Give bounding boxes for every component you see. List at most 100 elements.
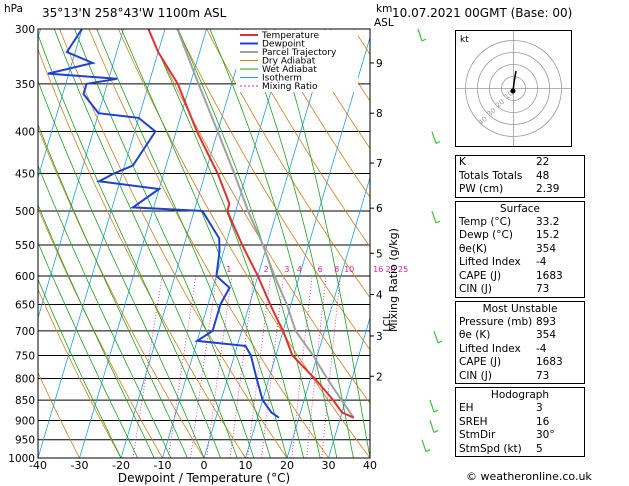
legend-label: Isotherm bbox=[262, 74, 302, 84]
temp-tick-label: -20 bbox=[112, 459, 130, 472]
indices-table: K 22 Totals Totals 48 PW (cm) 2.39 Surface … bbox=[455, 155, 585, 460]
wind-barb-flag bbox=[437, 340, 443, 344]
mixing-ratio-line bbox=[321, 275, 341, 458]
dry-adiabat-line bbox=[38, 288, 122, 458]
index-row: CIN (J) 73 bbox=[459, 369, 550, 382]
section-title: Surface bbox=[499, 202, 540, 215]
temp-tick-label: -10 bbox=[154, 459, 172, 472]
mixing-ratio-line bbox=[229, 275, 255, 458]
index-row: Dewp (°C) 15.2 bbox=[459, 229, 560, 241]
dry-adiabat-line bbox=[59, 29, 288, 458]
isotherm-line bbox=[203, 29, 332, 458]
wet-adiabat-line bbox=[177, 29, 321, 458]
index-row: Temp (°C) 33.2 bbox=[459, 215, 560, 228]
temperature-profile bbox=[147, 29, 355, 419]
isotherm-line bbox=[38, 29, 124, 320]
km-tick-label: 2 bbox=[376, 371, 383, 383]
pressure-tick-label: 450 bbox=[15, 168, 35, 180]
km-axis-unit: km bbox=[376, 3, 392, 15]
dry-adiabat-line bbox=[235, 29, 370, 248]
parcel-trajectory bbox=[176, 29, 355, 419]
pressure-tick-label: 1000 bbox=[8, 453, 35, 465]
wet-adiabat-line bbox=[209, 29, 338, 458]
dewpoint-profile bbox=[47, 29, 280, 419]
temp-tick-label: 0 bbox=[201, 459, 208, 472]
isotherm-line bbox=[245, 36, 370, 458]
wet-adiabat-line bbox=[38, 203, 155, 458]
index-row: SREH 16 bbox=[459, 415, 550, 428]
index-row: CAPE (J) 1683 bbox=[459, 269, 563, 282]
mixing-ratio-label: 3 bbox=[284, 265, 289, 274]
hodograph-storm-motion bbox=[510, 88, 516, 94]
km-tick-label: 6 bbox=[376, 203, 383, 215]
legend-label: Wet Adiabat bbox=[262, 65, 317, 75]
wet-adiabat-line bbox=[74, 29, 255, 458]
index-row: CAPE (J) 1683 bbox=[459, 356, 563, 368]
temp-tick-label: 10 bbox=[239, 459, 253, 472]
datetime-header: 10.07.2021 00GMT (Base: 00) bbox=[392, 6, 573, 20]
km-tick-label: 5 bbox=[376, 248, 383, 260]
index-row: EH 3 bbox=[459, 402, 543, 414]
lcl-label: LCL bbox=[382, 313, 393, 332]
dry-adiabat-line bbox=[265, 29, 370, 198]
km-tick-label: 7 bbox=[376, 158, 383, 170]
mixing-ratio-line bbox=[168, 275, 197, 458]
km-tick-label: 3 bbox=[376, 331, 383, 343]
dry-adiabat-line bbox=[206, 29, 370, 299]
pressure-tick-label: 300 bbox=[15, 24, 35, 36]
hodograph-ring-label: 20 bbox=[494, 98, 506, 110]
mixing-ratio-label: 8 bbox=[334, 265, 339, 274]
dry-adiabat-line bbox=[38, 371, 80, 458]
pressure-tick-label: 700 bbox=[15, 326, 35, 338]
index-row: Totals Totals 48 bbox=[459, 169, 550, 182]
wet-adiabat-line bbox=[274, 29, 370, 458]
wet-adiabat-line bbox=[38, 278, 122, 458]
wind-barb-flag bbox=[435, 220, 441, 224]
mixing-ratio-label: 20 bbox=[386, 265, 396, 274]
legend-label: Dry Adiabat bbox=[262, 57, 316, 67]
temp-tick-label: -40 bbox=[29, 459, 47, 472]
pressure-tick-label: 750 bbox=[15, 350, 35, 362]
index-row: Pressure (mb) 893 bbox=[459, 315, 557, 328]
wind-barb bbox=[429, 420, 435, 433]
km-tick-label: 4 bbox=[376, 289, 383, 301]
temp-tick-label: 30 bbox=[322, 459, 336, 472]
temp-tick-label: 40 bbox=[363, 459, 377, 472]
hodograph-ring-label: 10 bbox=[503, 89, 515, 101]
pressure-tick-label: 900 bbox=[15, 415, 35, 427]
pressure-tick-label: 600 bbox=[15, 271, 35, 283]
mixing-ratio-label: 16 bbox=[373, 265, 383, 274]
wet-adiabat-line bbox=[38, 241, 138, 458]
hodograph-section: Hodograph EH 3 SREH 16 StmDir 30° StmSpd (k… bbox=[455, 387, 585, 457]
wind-barb-flag bbox=[433, 429, 439, 433]
legend-label: Parcel Trajectory bbox=[262, 48, 337, 58]
mixing-ratio-line bbox=[132, 275, 163, 458]
indices-top: K 22 Totals Totals 48 PW (cm) 2.39 bbox=[455, 155, 585, 198]
temp-tick-label: -30 bbox=[71, 459, 89, 472]
x-axis-label: Dewpoint / Temperature (°C) bbox=[118, 471, 290, 485]
dry-adiabat-line bbox=[118, 29, 370, 458]
surface-section: Surface Temp (°C) 33.2 Dewp (°C) 15.2 θe(K… bbox=[455, 200, 585, 298]
wind-barb bbox=[417, 28, 423, 42]
mixing-ratio-label: 2 bbox=[264, 265, 269, 274]
mixing-ratio-label: 10 bbox=[344, 265, 354, 274]
pressure-tick-label: 800 bbox=[15, 373, 35, 385]
pressure-tick-label: 650 bbox=[15, 300, 35, 312]
index-row: θe (K) 354 bbox=[459, 329, 557, 341]
isotherm-line bbox=[328, 316, 370, 458]
km-tick-label: 8 bbox=[376, 108, 383, 120]
pressure-tick-label: 350 bbox=[15, 79, 35, 91]
wind-barb bbox=[433, 330, 439, 344]
hodograph-ring-label: 30 bbox=[486, 106, 498, 118]
mixing-ratio-line bbox=[206, 275, 233, 458]
legend-label: Temperature bbox=[261, 31, 319, 41]
wind-barb bbox=[429, 399, 435, 413]
wet-adiabat-line bbox=[38, 79, 205, 458]
station-header: 35°13'N 258°43'W 1100m ASL bbox=[42, 6, 227, 20]
mixing-ratio-axis-label: Mixing Ratio (g/kg) bbox=[387, 228, 400, 332]
wind-barb-flag bbox=[435, 140, 441, 145]
wind-barb bbox=[431, 131, 437, 144]
dry-adiabat-line bbox=[38, 127, 205, 458]
section-title: Most Unstable bbox=[482, 302, 558, 315]
